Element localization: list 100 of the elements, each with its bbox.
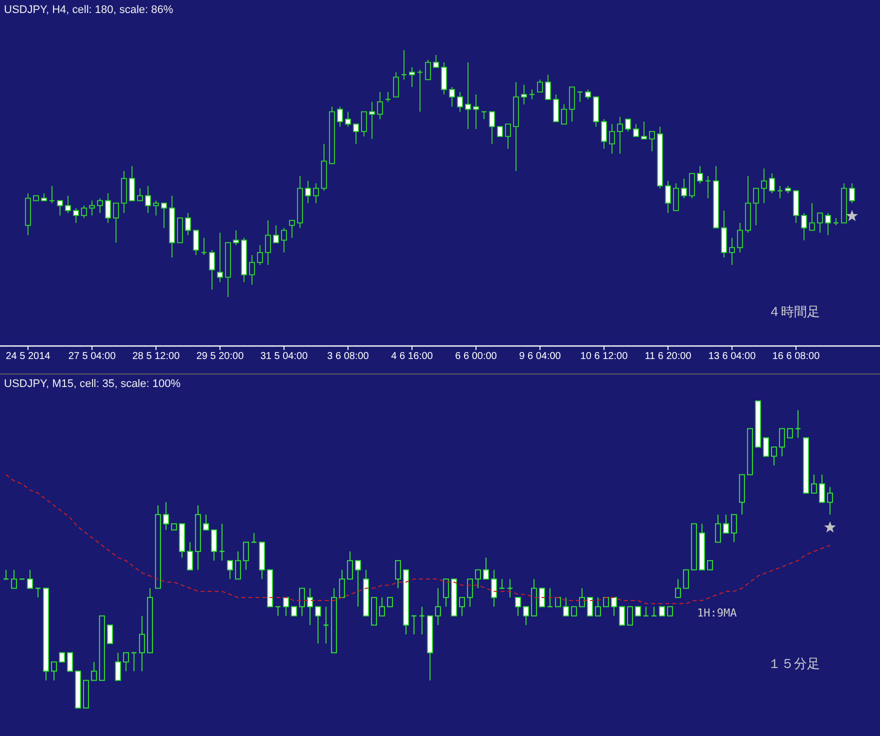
candlestick: [465, 62, 471, 130]
candlestick: [523, 606, 529, 626]
candlestick: [537, 79, 543, 92]
candlestick: [665, 180, 671, 214]
candlestick: [353, 124, 359, 144]
candlestick: [81, 205, 87, 218]
candlestick: [617, 116, 623, 154]
candlestick: [115, 652, 121, 681]
candlestick: [283, 596, 289, 616]
candlestick: [801, 212, 807, 241]
candlestick: [250, 532, 258, 543]
candlestick: [769, 173, 775, 194]
candlestick: [203, 514, 209, 530]
x-tick-label: 11 6 20:00: [644, 351, 692, 362]
candlestick: [299, 588, 305, 616]
candlestick: [715, 514, 721, 543]
candlestick: [145, 185, 151, 214]
candlestick: [113, 202, 119, 244]
x-tick-label: 24 5 2014: [6, 351, 51, 362]
candlestick: [435, 588, 441, 626]
candlestick: [233, 230, 239, 246]
candlestick: [130, 652, 138, 672]
candlestick: [849, 182, 855, 204]
candlestick: [811, 474, 817, 494]
candlestick: [281, 227, 287, 254]
candlestick: [683, 569, 689, 589]
candlestick: [609, 124, 615, 154]
candlestick: [601, 118, 607, 150]
x-tick-label: 31 5 04:00: [260, 351, 308, 362]
candlestick: [641, 121, 647, 140]
candlestick: [667, 606, 673, 616]
candlestick: [475, 569, 481, 589]
candlestick: [105, 192, 111, 224]
candlestick: [395, 560, 401, 589]
candlestick: [355, 560, 361, 608]
candlestick: [627, 606, 633, 626]
candlestick: [649, 131, 655, 152]
x-tick-label: 28 5 12:00: [132, 351, 180, 362]
candlestick: [673, 182, 679, 212]
x-tick-label: 3 6 08:00: [327, 351, 370, 362]
candlestick: [51, 661, 57, 681]
candlestick: [659, 606, 665, 616]
candlestick: [387, 596, 393, 608]
candlestick: [209, 250, 215, 290]
candlestick: [185, 212, 191, 236]
text: ４時間足: [768, 305, 820, 320]
candlestick: [483, 557, 489, 580]
candlestick: [257, 244, 263, 266]
candlestick: [274, 606, 282, 616]
candlestick: [289, 220, 295, 238]
candlestick: [563, 596, 569, 616]
candlestick: [379, 596, 385, 616]
candlestick: [585, 89, 591, 100]
candlestick: [441, 62, 447, 95]
candlestick: [737, 222, 743, 254]
candlestick: [249, 254, 255, 286]
candlestick: [107, 624, 113, 644]
candlestick: [337, 106, 343, 128]
chart-title: USDJPY, H4, cell: 180, scale: 86%: [4, 4, 174, 16]
x-tick-label: 10 6 12:00: [580, 351, 628, 362]
chart-title: USDJPY, M15, cell: 35, scale: 100%: [4, 378, 181, 390]
candlestick: [400, 50, 408, 80]
candlestick: [521, 84, 527, 105]
candlestick: [539, 588, 545, 608]
candlestick: [515, 596, 521, 616]
candlestick: [187, 542, 193, 570]
candlestick: [27, 569, 33, 589]
candlestick: [817, 212, 823, 234]
candlestick: [11, 569, 17, 589]
candlestick: [546, 588, 554, 608]
x-tick-label: 27 5 04:00: [68, 351, 116, 362]
candlestick: [89, 200, 95, 216]
candlestick: [123, 652, 129, 672]
candlestick: [57, 200, 63, 216]
candlestick: [457, 91, 463, 112]
annotation: １５分足: [768, 657, 820, 672]
candlestick: [633, 124, 639, 137]
x-tick-label: 13 6 04:00: [708, 351, 756, 362]
candlestick: [227, 560, 233, 580]
candlestick: [193, 230, 199, 256]
candlestick: [761, 168, 767, 204]
candlestick: [809, 202, 815, 231]
candlestick: [73, 208, 79, 224]
candlestick: [347, 550, 353, 580]
candlestick: [635, 606, 641, 616]
candlestick: [265, 220, 271, 266]
candlestick: [97, 198, 103, 214]
x-tick-label: 9 6 04:00: [519, 351, 562, 362]
x-tick-label: 6 6 00:00: [455, 351, 498, 362]
candlestick: [409, 66, 415, 88]
candlestick: [571, 606, 577, 616]
candlestick: [307, 588, 313, 626]
candlestick: [339, 569, 345, 598]
candlestick: [697, 166, 703, 184]
candlestick: [59, 652, 65, 662]
candlestick: [723, 514, 729, 534]
candlestick: [393, 72, 399, 98]
candlestick: [473, 94, 479, 130]
candlestick: [34, 588, 42, 598]
candlestick: [825, 212, 831, 236]
